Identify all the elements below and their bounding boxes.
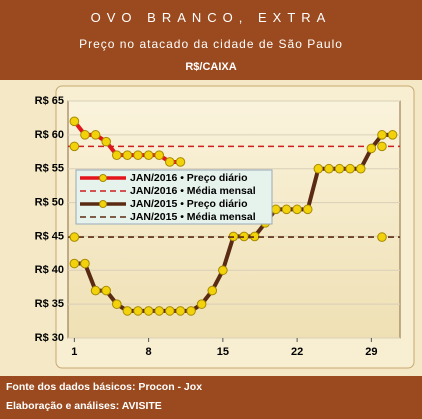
footer-source: Fonte dos dados básicos: Procon - Jox (6, 381, 203, 393)
point (80, 130, 90, 140)
legend-label: JAN/2015 • Média mensal (130, 211, 256, 223)
point (154, 306, 165, 316)
x-tick-label: 15 (217, 346, 229, 358)
footer-credit: Elaboração e análises: AVISITE (6, 400, 162, 412)
header: OVO BRANCO, EXTRA Preço no atacado da ci… (0, 0, 422, 80)
point (207, 285, 218, 296)
point (111, 150, 122, 160)
legend-label: JAN/2016 • Média mensal (130, 185, 256, 197)
point (377, 141, 387, 152)
legend-marker (99, 200, 107, 208)
point (281, 204, 292, 215)
legend-marker (99, 174, 107, 182)
point (387, 130, 398, 140)
point (101, 136, 111, 147)
subtitle: Preço no atacado da cidade de São Paulo (79, 37, 343, 51)
point (218, 265, 228, 276)
y-tick-label: R$ 50 (35, 196, 64, 208)
y-tick-label: R$ 30 (35, 332, 64, 344)
y-tick-label: R$ 55 (35, 163, 64, 175)
point (143, 150, 154, 160)
point (122, 150, 133, 160)
point (69, 258, 80, 269)
unit: R$/CAIXA (185, 61, 237, 73)
chart: R$ 30 R$ 35 R$ 40 R$ 45 R$ 50 R$ 55 R$ 60 R$ 65… (35, 85, 415, 369)
point (377, 232, 387, 242)
x-tick-label: 1 (71, 346, 77, 358)
y-tick-label: R$ 35 (35, 298, 64, 310)
point (175, 157, 186, 167)
point (69, 232, 80, 242)
point (165, 306, 175, 316)
point (90, 130, 101, 140)
legend-label: JAN/2016 • Preço diário (130, 172, 247, 184)
y-tick-label: R$ 60 (35, 129, 64, 141)
x-tick-label: 22 (291, 346, 303, 358)
x-tick-label: 29 (365, 346, 377, 358)
point (302, 204, 313, 215)
point (292, 204, 302, 215)
point (165, 157, 175, 167)
point (122, 306, 133, 316)
x-tick-label: 8 (146, 346, 152, 358)
point (133, 306, 143, 316)
point (355, 163, 366, 174)
point (271, 204, 281, 215)
point (366, 143, 377, 154)
y-tick-label: R$ 65 (35, 95, 64, 107)
legend-box (75, 169, 273, 225)
point (111, 299, 122, 309)
point (69, 116, 80, 127)
title: OVO BRANCO, EXTRA (90, 10, 332, 25)
y-tick-label: R$ 45 (35, 230, 64, 242)
point (334, 163, 345, 174)
point (69, 141, 80, 152)
point (101, 285, 111, 296)
point (154, 150, 165, 160)
point (133, 150, 143, 160)
point (196, 299, 207, 309)
point (186, 306, 196, 316)
point (313, 163, 324, 174)
y-tick-label: R$ 40 (35, 264, 64, 276)
point (143, 306, 154, 316)
footer: Fonte dos dados básicos: Procon - Jox El… (0, 376, 422, 419)
point (377, 130, 387, 140)
point (324, 163, 334, 174)
legend-label: JAN/2015 • Preço diário (130, 198, 247, 210)
point (90, 285, 101, 296)
point (175, 306, 186, 316)
point (345, 163, 355, 174)
point (80, 258, 90, 269)
